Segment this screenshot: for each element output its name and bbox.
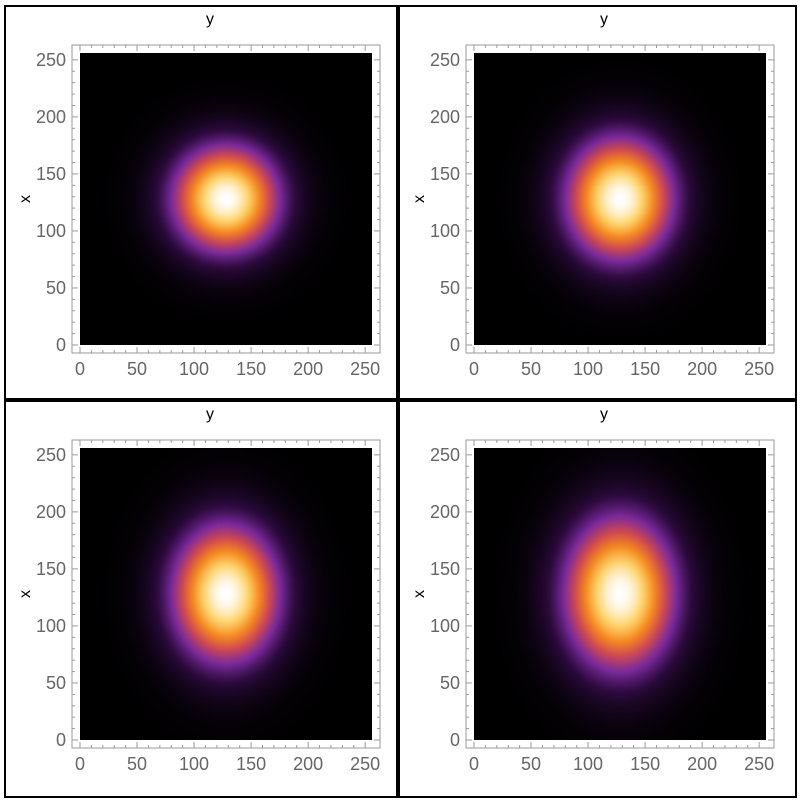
x-tick-label: 50 bbox=[127, 754, 147, 774]
y-tick-label: 0 bbox=[56, 730, 66, 750]
y-tick-label: 50 bbox=[440, 278, 460, 298]
x-axis-label: y bbox=[206, 11, 214, 28]
y-axis-label: x bbox=[17, 590, 34, 598]
density-image bbox=[80, 53, 372, 345]
y-axis-label: x bbox=[411, 590, 428, 598]
density-image bbox=[474, 53, 766, 345]
density-image bbox=[474, 448, 766, 740]
x-axis-label: y bbox=[600, 406, 608, 423]
y-tick-label: 150 bbox=[430, 164, 460, 184]
plot-frame bbox=[71, 44, 381, 354]
x-tick-label: 100 bbox=[179, 359, 209, 379]
heatmap-panel-4: 0 50 100 150 200 250 0 50 100 150 200 250 y x bbox=[398, 400, 797, 798]
heatmap-panel-1: 0 50 100 150 200 250 0 50 100 150 200 250 y x bbox=[4, 5, 398, 400]
x-tick-label: 0 bbox=[469, 754, 479, 774]
y-axis-label: x bbox=[411, 195, 428, 203]
x-tick-label: 150 bbox=[630, 754, 660, 774]
x-axis-label: y bbox=[600, 11, 608, 28]
y-tick-label: 100 bbox=[36, 221, 66, 241]
x-tick-label: 150 bbox=[236, 754, 266, 774]
y-tick-label: 200 bbox=[36, 107, 66, 127]
tick-marks bbox=[72, 45, 380, 353]
y-tick-label: 150 bbox=[36, 559, 66, 579]
x-tick-label: 0 bbox=[75, 359, 85, 379]
y-tick-label: 150 bbox=[430, 559, 460, 579]
x-tick-label: 50 bbox=[521, 359, 541, 379]
plot-frame bbox=[465, 439, 775, 749]
x-tick-label: 200 bbox=[687, 359, 717, 379]
y-tick-label: 100 bbox=[430, 221, 460, 241]
plot-frame bbox=[465, 44, 775, 354]
y-tick-label: 200 bbox=[430, 502, 460, 522]
x-tick-label: 250 bbox=[350, 359, 380, 379]
y-tick-label: 50 bbox=[440, 673, 460, 693]
x-tick-label: 250 bbox=[744, 754, 774, 774]
y-axis-label: x bbox=[17, 195, 34, 203]
x-tick-label: 50 bbox=[127, 359, 147, 379]
tick-marks bbox=[72, 440, 380, 748]
x-tick-label: 150 bbox=[236, 359, 266, 379]
x-tick-label: 0 bbox=[75, 754, 85, 774]
x-axis-label: y bbox=[206, 406, 214, 423]
y-tick-label: 50 bbox=[46, 673, 66, 693]
y-tick-label: 250 bbox=[430, 50, 460, 70]
density-image bbox=[80, 448, 372, 740]
y-tick-label: 50 bbox=[46, 278, 66, 298]
plot-frame bbox=[71, 439, 381, 749]
y-tick-label: 0 bbox=[450, 335, 460, 355]
y-tick-label: 200 bbox=[430, 107, 460, 127]
x-tick-label: 250 bbox=[350, 754, 380, 774]
x-tick-label: 0 bbox=[469, 359, 479, 379]
x-tick-label: 250 bbox=[744, 359, 774, 379]
x-tick-label: 100 bbox=[573, 359, 603, 379]
x-tick-label: 100 bbox=[179, 754, 209, 774]
y-tick-label: 150 bbox=[36, 164, 66, 184]
y-tick-label: 250 bbox=[36, 50, 66, 70]
x-tick-label: 100 bbox=[573, 754, 603, 774]
tick-marks bbox=[466, 440, 774, 748]
x-tick-label: 200 bbox=[293, 754, 323, 774]
x-tick-label: 200 bbox=[293, 359, 323, 379]
x-tick-label: 150 bbox=[630, 359, 660, 379]
x-tick-label: 50 bbox=[521, 754, 541, 774]
y-tick-label: 100 bbox=[36, 616, 66, 636]
y-tick-label: 250 bbox=[36, 445, 66, 465]
y-tick-label: 250 bbox=[430, 445, 460, 465]
heatmap-panel-3: 0 50 100 150 200 250 0 50 100 150 200 250 y x bbox=[4, 400, 398, 798]
y-tick-label: 0 bbox=[56, 335, 66, 355]
heatmap-panel-2: 0 50 100 150 200 250 0 50 100 150 200 250 y x bbox=[398, 5, 797, 400]
y-tick-label: 100 bbox=[430, 616, 460, 636]
y-tick-label: 0 bbox=[450, 730, 460, 750]
tick-marks bbox=[466, 45, 774, 353]
y-tick-label: 200 bbox=[36, 502, 66, 522]
x-tick-label: 200 bbox=[687, 754, 717, 774]
